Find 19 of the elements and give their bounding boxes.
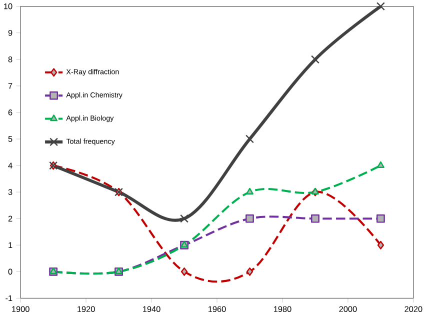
y-tick-label: 10 xyxy=(4,3,12,10)
y-tick-label: -1 xyxy=(6,295,12,301)
x-tick-label: 1940 xyxy=(143,306,160,312)
y-tick-label: 3 xyxy=(8,188,12,195)
y-tick-label: 8 xyxy=(8,56,12,62)
y-tick-label: 9 xyxy=(8,30,12,36)
x-tick-label: 1900 xyxy=(12,306,30,312)
y-tick-label: 4 xyxy=(8,162,12,168)
y-tick-label: 5 xyxy=(8,136,12,142)
x-tick-label: 2020 xyxy=(404,306,422,312)
y-tick-label: 6 xyxy=(8,109,12,116)
x-tick-label: 1960 xyxy=(208,306,226,312)
y-tick-label: 1 xyxy=(8,242,12,248)
y-tick-label: 2 xyxy=(8,216,12,222)
y-tick-label: 0 xyxy=(8,268,12,274)
y-tick-label: 7 xyxy=(8,82,12,89)
x-tick-label: 1920 xyxy=(78,306,95,312)
x-tick-label: 1980 xyxy=(274,306,292,312)
x-tick-label: 2000 xyxy=(339,306,357,312)
